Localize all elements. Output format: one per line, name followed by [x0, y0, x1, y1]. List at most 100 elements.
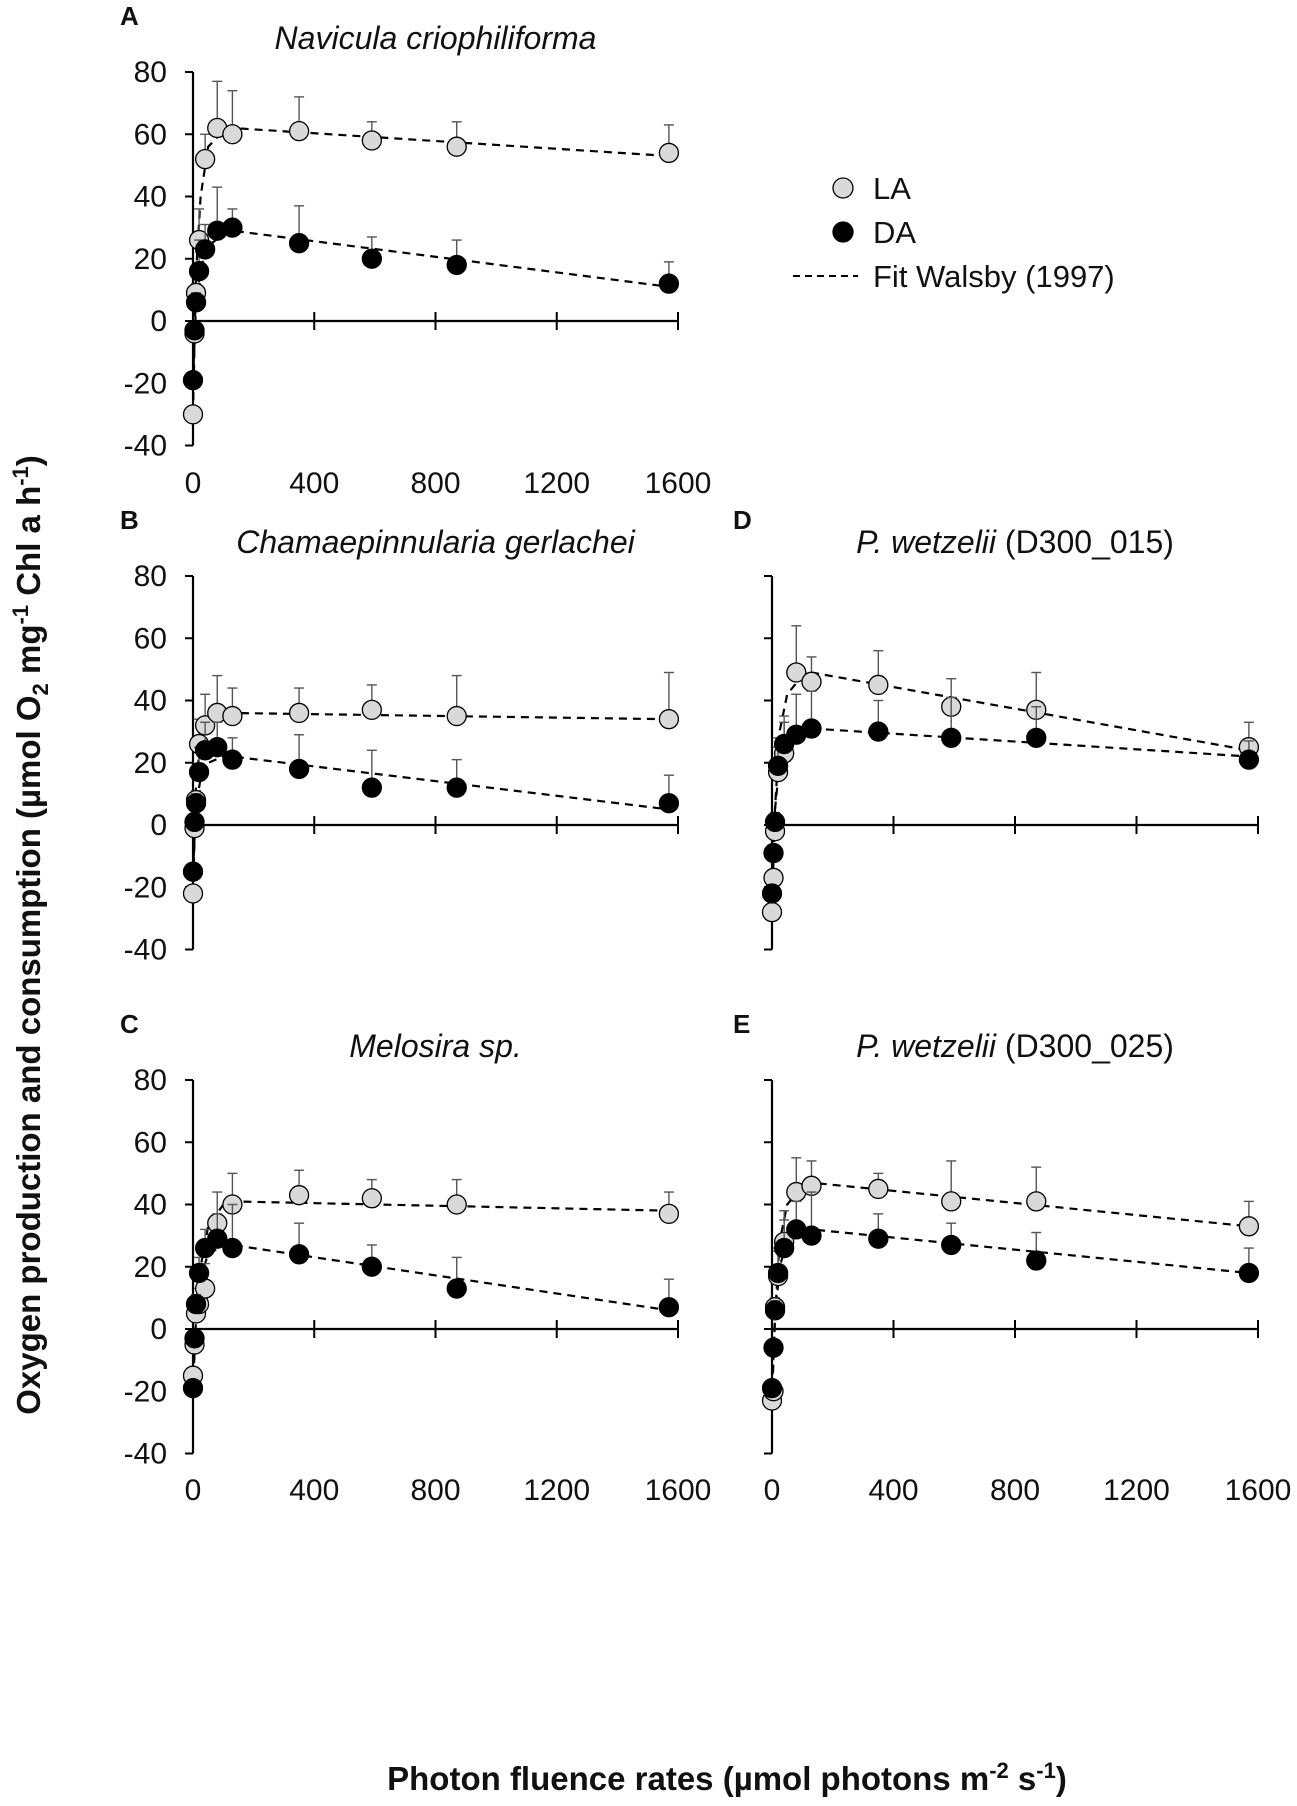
x-tick-label: 0	[764, 1474, 781, 1507]
y-tick-label: 20	[134, 243, 167, 276]
panel-c-letter: C	[120, 1009, 139, 1039]
panel-b-la-point	[182, 883, 204, 904]
panel-e-title: P. wetzelii (D300_025)	[856, 1028, 1174, 1064]
panel-d-da-point	[1238, 749, 1260, 770]
panel-c-da-point	[446, 1278, 467, 1299]
panel-c-da-point	[207, 1228, 228, 1249]
y-tick-label: 60	[134, 1126, 167, 1159]
x-tick-label: 0	[185, 1474, 202, 1507]
panel-e-la-point	[1026, 1191, 1047, 1212]
panel-e-da-point	[763, 1337, 784, 1358]
panel-b-da-point	[182, 861, 204, 882]
panel-d-da-point	[764, 811, 786, 833]
panel-b-da-point	[184, 811, 205, 833]
panel-a-da-point	[658, 273, 680, 294]
x-tick-label: 1200	[523, 1474, 590, 1507]
panel-e-da-point	[801, 1225, 822, 1246]
x-tick-label: 1600	[1225, 1474, 1292, 1507]
panel-b-da-point	[222, 749, 243, 770]
panel-c-da-point	[184, 1328, 205, 1349]
panel-d-da-point	[1026, 727, 1047, 748]
panel-c-da-point	[182, 1377, 204, 1399]
panel-c-la-point	[446, 1194, 467, 1215]
panel-e-la-point	[941, 1191, 962, 1212]
panel-c-da-point	[185, 1293, 207, 1315]
panel-d-da-point	[868, 721, 889, 742]
panel-a-la-point	[288, 120, 310, 142]
panel-c-fit-da	[191, 1243, 670, 1392]
legend-la-marker	[832, 177, 854, 199]
panel-e-la-point	[868, 1178, 889, 1200]
panel-d: D P. wetzelii (D300_015)	[733, 505, 1260, 951]
panel-a-title: Navicula criophiliforma	[275, 20, 597, 56]
panel-c-da-point	[361, 1256, 382, 1277]
panel-e-da-point	[1026, 1250, 1047, 1271]
panel-a-da-point	[185, 292, 207, 313]
panel-d-title: P. wetzelii (D300_015)	[856, 524, 1174, 560]
panel-e-da-point	[941, 1234, 962, 1256]
panel-d-da-point	[767, 755, 789, 777]
panel-b-la-point	[222, 705, 243, 727]
panel-e-la-point	[1238, 1216, 1260, 1237]
x-tick-label: 1200	[1103, 1474, 1170, 1507]
panel-d-da-point	[761, 883, 783, 904]
y-tick-label: 0	[150, 809, 167, 842]
legend-da-label: DA	[873, 215, 916, 250]
panel-e-da-point	[774, 1237, 795, 1259]
panel-c-la-point	[361, 1188, 382, 1209]
panel-a-fit-da	[191, 229, 670, 381]
y-tick-label: 40	[134, 1189, 167, 1222]
panel-e-da-point	[761, 1377, 783, 1399]
x-tick-label: 400	[289, 467, 339, 500]
panel-a-da-point	[288, 233, 310, 254]
panel-c-da-point	[658, 1297, 680, 1318]
panel-b-da-point	[207, 737, 228, 758]
panel-b-la-point	[446, 705, 467, 727]
panel-e: E P. wetzelii (D300_025) 0 400 800 1200 1600	[733, 1009, 1291, 1507]
x-axis-label: Photon fluence rates (µmol photons m-2 s…	[387, 1758, 1067, 1797]
legend: LA DA Fit Walsby (1997)	[793, 171, 1115, 294]
panel-d-fit-da	[770, 727, 1249, 894]
panel-a-da-point	[446, 254, 467, 276]
legend-la-label: LA	[873, 171, 911, 206]
panel-e-fit-la	[770, 1181, 1250, 1401]
y-axis-label: Oxygen production and consumption (µmol …	[8, 455, 53, 1415]
y-tick-label: 60	[134, 622, 167, 655]
y-tick-label: -20	[124, 367, 167, 400]
panel-a-da-point	[182, 369, 204, 391]
panel-b-da-point	[658, 793, 680, 814]
panel-a-la-point	[222, 124, 243, 145]
panel-d-la-point	[868, 674, 889, 696]
panel-e-da-point	[767, 1262, 789, 1284]
panel-c-la-point	[658, 1203, 680, 1224]
x-tick-label: 1600	[645, 1474, 712, 1507]
panel-a-la-point	[361, 130, 382, 151]
panel-e-da-point	[764, 1300, 786, 1321]
y-tick-label: 40	[134, 685, 167, 718]
panel-a-da-point	[184, 320, 205, 341]
y-tick-label: -20	[124, 1375, 167, 1408]
panel-b-da-point	[188, 761, 210, 783]
panel-b-la-point	[361, 699, 382, 720]
panel-a-da-point	[194, 239, 216, 260]
y-tick-label: 20	[134, 747, 167, 780]
panel-e-fit-da	[770, 1228, 1250, 1389]
panel-e-da-point	[1238, 1262, 1260, 1284]
x-tick-label: 800	[990, 1474, 1040, 1507]
panel-a-la-point	[182, 404, 204, 425]
panel-a-da-point	[188, 261, 210, 282]
y-tick-label: 80	[134, 1064, 167, 1097]
panel-b-la-point	[658, 709, 680, 730]
panel-b-da-point	[361, 777, 382, 798]
panel-a-fit-la	[191, 126, 669, 415]
panel-c-da-point	[188, 1262, 210, 1284]
panel-a-la-point	[194, 148, 216, 170]
panel-c-la-point	[288, 1185, 310, 1206]
panel-c-da-point	[288, 1244, 310, 1265]
y-tick-label: 80	[134, 560, 167, 593]
panel-d-la-point	[761, 902, 783, 923]
panel-a-da-point	[222, 217, 243, 238]
panel-b-title: Chamaepinnularia gerlachei	[236, 524, 635, 560]
